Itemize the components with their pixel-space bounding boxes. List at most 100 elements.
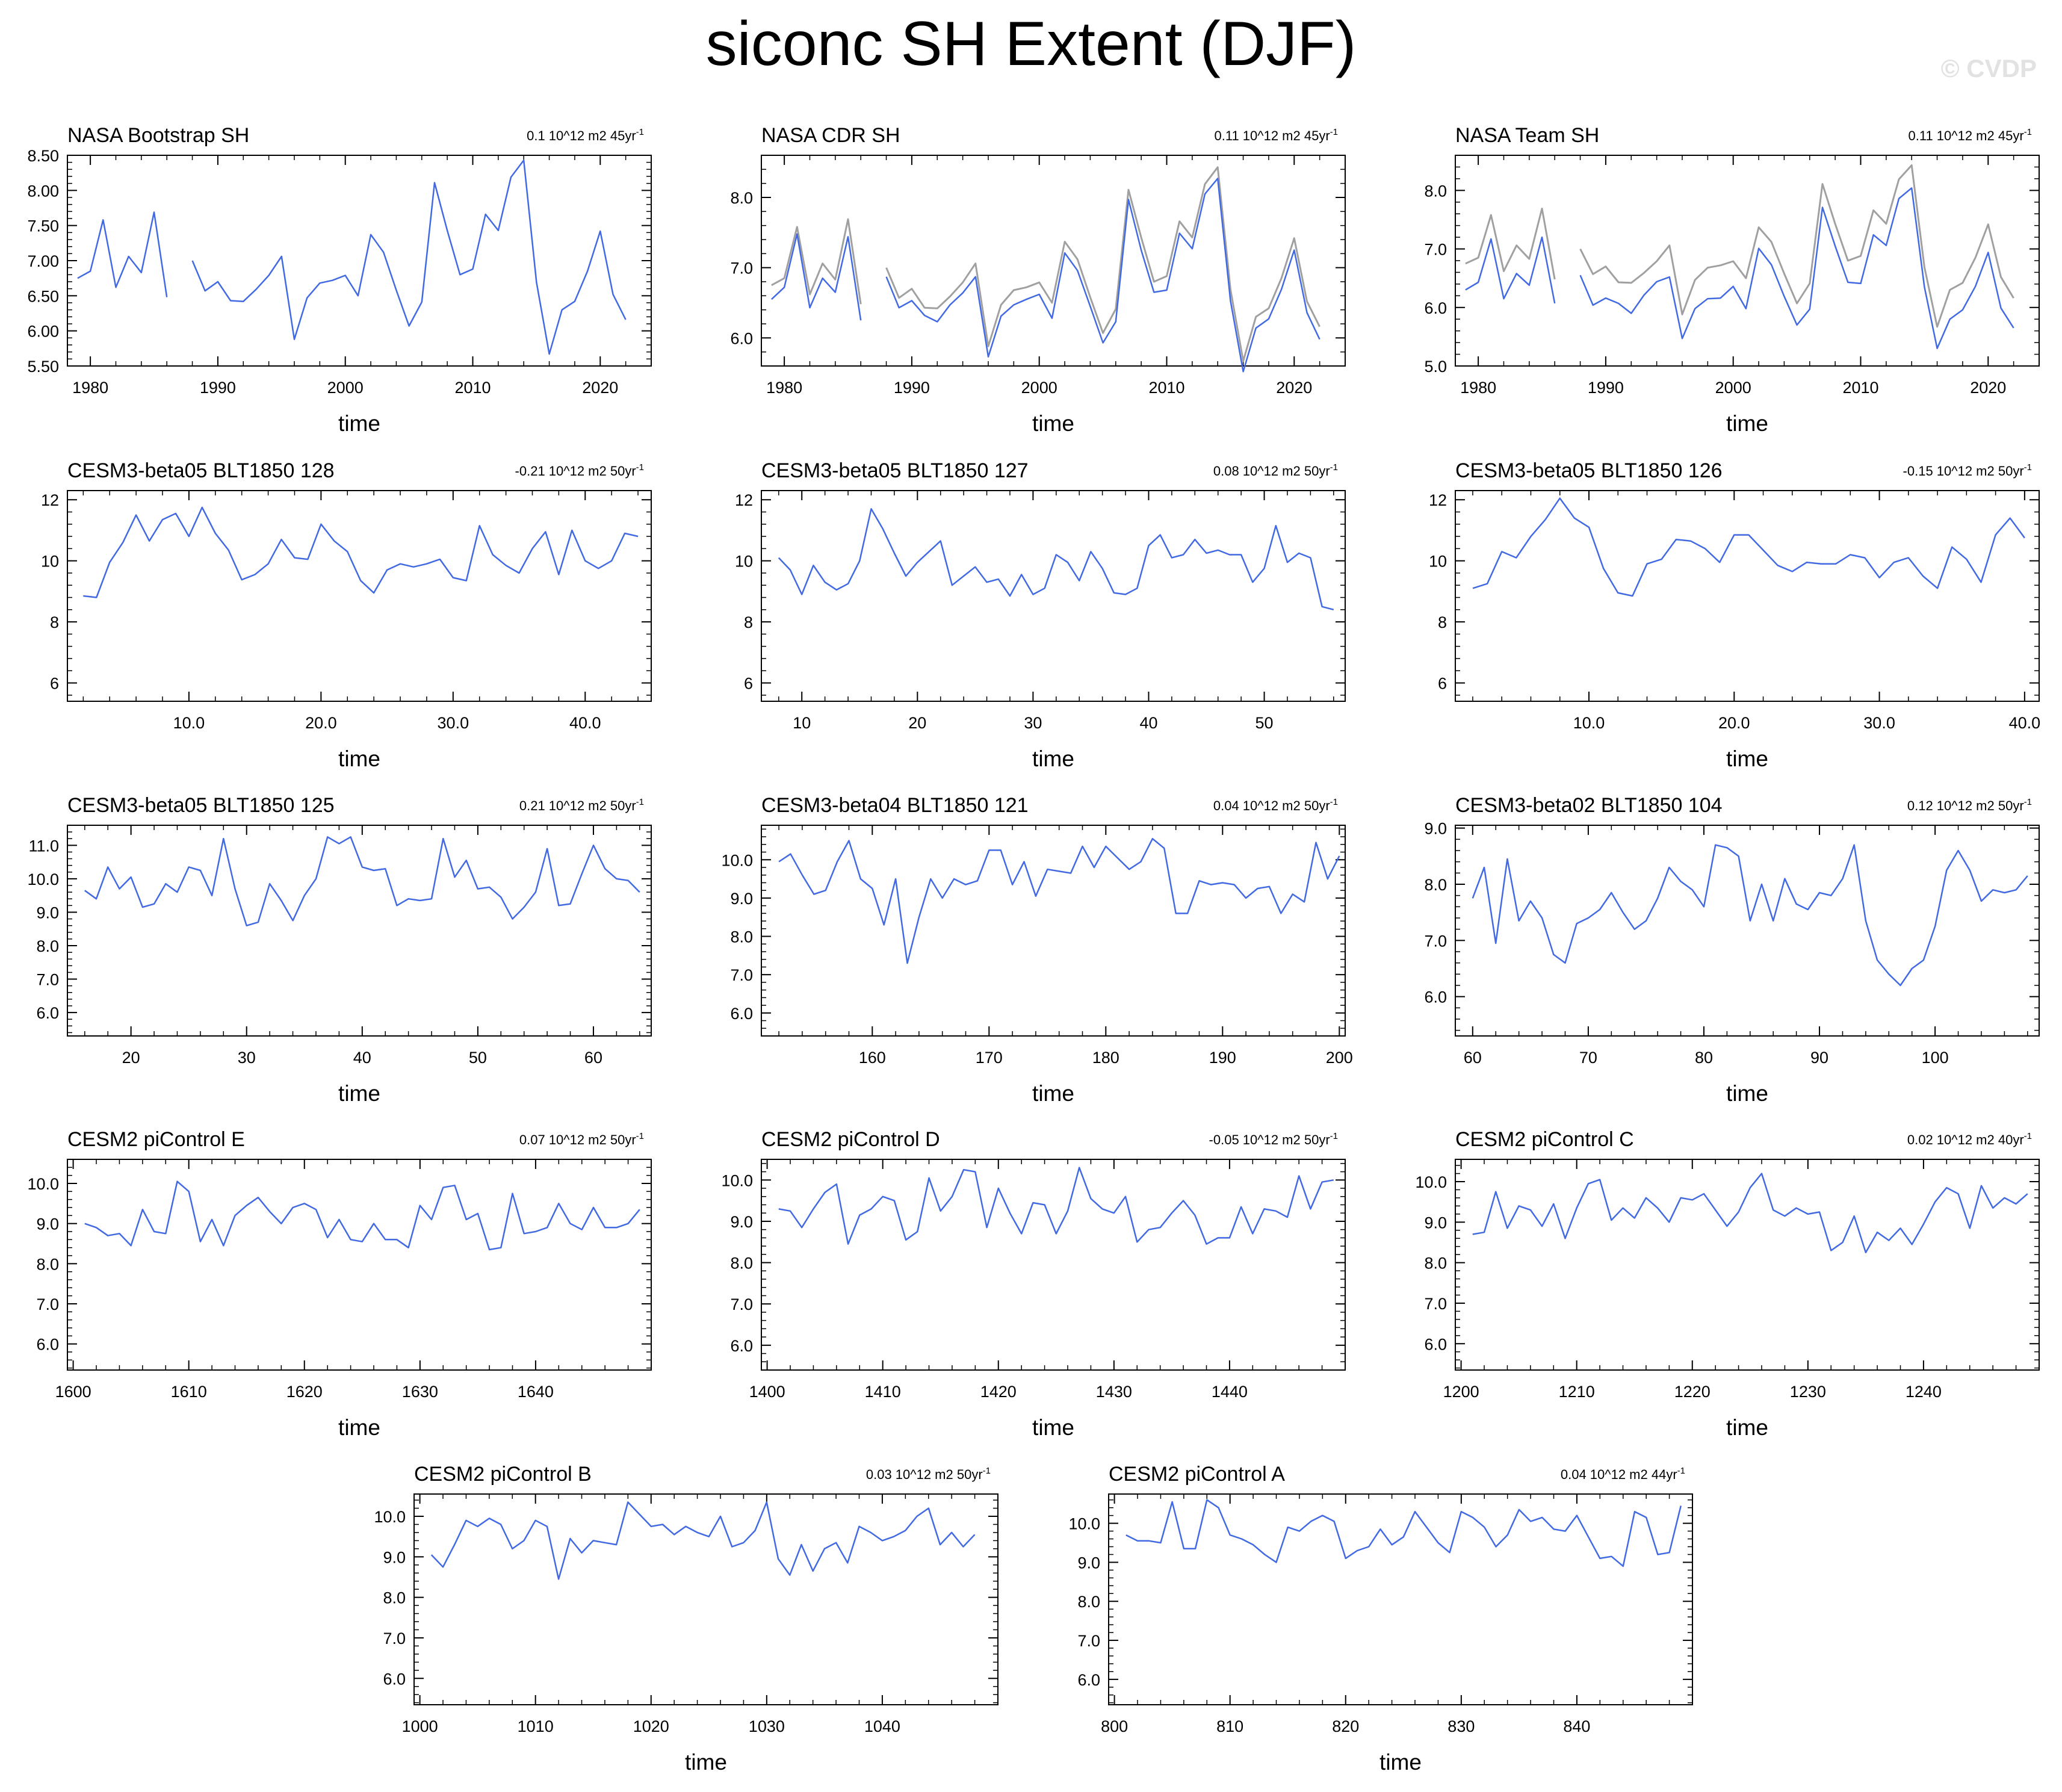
y-tick-label: 6.0 [730,329,753,347]
x-tick-label: 1630 [402,1383,438,1401]
x-tick-label: 30 [1024,714,1042,732]
x-tick-label: 1240 [1906,1383,1942,1401]
panel-13: CESM2 piControl B 0.03 10^12 m2 50yr-1 100… [374,1463,998,1775]
y-tick-label: 8.0 [1424,182,1447,200]
y-tick-label: 7.0 [1424,932,1447,950]
trend-label: 0.04 10^12 m2 50yr-1 [1213,797,1338,813]
y-tick-label: 6 [1438,675,1447,693]
panel-title: NASA Team SH [1455,124,1599,147]
x-tick-label: 830 [1447,1717,1475,1735]
x-tick-label: 20 [908,714,926,732]
x-axis-label: time [338,1415,380,1440]
x-tick-label: 1010 [518,1717,554,1735]
panel-10: CESM2 piControl E 0.07 10^12 m2 50yr-1 160… [27,1128,652,1440]
y-tick-label: 8.0 [1077,1593,1100,1611]
x-tick-label: 70 [1579,1049,1597,1067]
y-tick-label: 10.0 [1068,1515,1100,1533]
y-tick-label: 6.0 [36,1004,59,1022]
x-tick-label: 1040 [864,1717,900,1735]
x-tick-label: 20.0 [305,714,337,732]
y-tick-label: 8 [1438,613,1447,631]
y-tick-label: 6.0 [1424,1335,1447,1353]
panel-7: CESM3-beta05 BLT1850 125 0.21 10^12 m2 50… [27,794,652,1106]
trend-exponent: -1 [2024,127,2032,137]
x-tick-label: 1610 [171,1383,207,1401]
y-tick-label: 7.0 [36,971,59,989]
y-tick-label: 8.0 [730,1254,753,1273]
trend-label: 0.08 10^12 m2 50yr-1 [1213,462,1338,479]
x-tick-label: 1980 [1460,379,1496,397]
y-tick-label: 8.0 [1424,876,1447,894]
y-tick-label: 8 [744,613,753,631]
y-tick-label: 12 [1429,491,1447,509]
y-tick-label: 5.50 [27,358,59,376]
x-tick-label: 200 [1326,1049,1353,1067]
trend-exponent: -1 [1330,1131,1338,1141]
plot-frame [761,155,1346,367]
plot-frame [761,490,1346,702]
plot-frame [1108,1493,1693,1705]
y-tick-label: 6.50 [27,287,59,305]
x-tick-label: 800 [1101,1717,1128,1735]
y-tick-label: 9.0 [730,1213,753,1231]
series-line [1472,844,2028,987]
trend-label: 0.07 10^12 m2 50yr-1 [519,1131,644,1147]
series-line [77,159,627,355]
y-tick-label: 6.0 [36,1336,59,1354]
series-line [1465,187,2014,350]
panel-8: CESM3-beta04 BLT1850 121 0.04 10^12 m2 50… [721,794,1352,1106]
y-tick-label: 10 [1429,553,1447,571]
x-axis-label: time [338,411,380,436]
trend-label: 0.04 10^12 m2 44yr-1 [1561,1466,1685,1482]
x-axis-label: time [338,746,380,771]
x-tick-label: 10.0 [173,714,205,732]
reference-series-line [1465,164,2014,328]
plot-frame [761,1159,1346,1371]
trend-label: 0.12 10^12 m2 50yr-1 [1907,797,2032,813]
y-tick-label: 7.50 [27,217,59,235]
trend-exponent: -1 [1677,1466,1685,1476]
trend-exponent: -1 [636,127,644,137]
x-tick-label: 40.0 [2009,714,2041,732]
series-line [84,836,640,926]
series-line [83,506,639,598]
x-tick-label: 1990 [200,379,236,397]
y-tick-label: 6.00 [27,323,59,341]
x-axis-label: time [338,1081,380,1106]
y-tick-label: 6.0 [730,1005,753,1023]
x-axis-label: time [1032,411,1074,436]
y-tick-label: 8.0 [36,1255,59,1273]
y-tick-label: 6 [50,675,59,693]
series-line [778,1167,1334,1245]
trend-exponent: -1 [983,1466,991,1476]
trend-exponent: -1 [2024,797,2032,807]
x-tick-label: 20.0 [1718,714,1750,732]
plot-frame [413,1493,998,1705]
trend-label: 0.03 10^12 m2 50yr-1 [866,1466,991,1482]
panel-title: CESM2 piControl D [761,1128,940,1151]
x-tick-label: 1980 [72,379,108,397]
y-tick-label: 10 [41,553,59,571]
x-tick-label: 2020 [1276,379,1312,397]
x-tick-label: 30.0 [1863,714,1895,732]
plot-frame [1455,1159,2040,1371]
x-tick-label: 2020 [582,379,618,397]
x-tick-label: 1990 [1588,379,1624,397]
y-tick-label: 12 [735,491,753,509]
x-tick-label: 1000 [402,1717,438,1735]
figure-title: siconc SH Extent (DJF) [705,9,1357,79]
plot-frame [67,490,652,702]
panel-9: CESM3-beta02 BLT1850 104 0.12 10^12 m2 50… [1424,794,2040,1106]
y-tick-label: 6.0 [730,1337,753,1355]
x-tick-label: 50 [1255,714,1274,732]
y-tick-label: 6 [744,675,753,693]
y-tick-label: 6.0 [1424,299,1447,317]
x-tick-label: 1990 [894,379,930,397]
x-tick-label: 2010 [1148,379,1184,397]
trend-exponent: -1 [2024,1131,2032,1141]
plot-frame [1455,825,2040,1037]
x-tick-label: 1420 [980,1383,1017,1401]
panel-6: CESM3-beta05 BLT1850 126 -0.15 10^12 m2 5… [1429,459,2040,771]
plot-frame [67,155,652,367]
y-tick-label: 7.0 [36,1295,59,1313]
